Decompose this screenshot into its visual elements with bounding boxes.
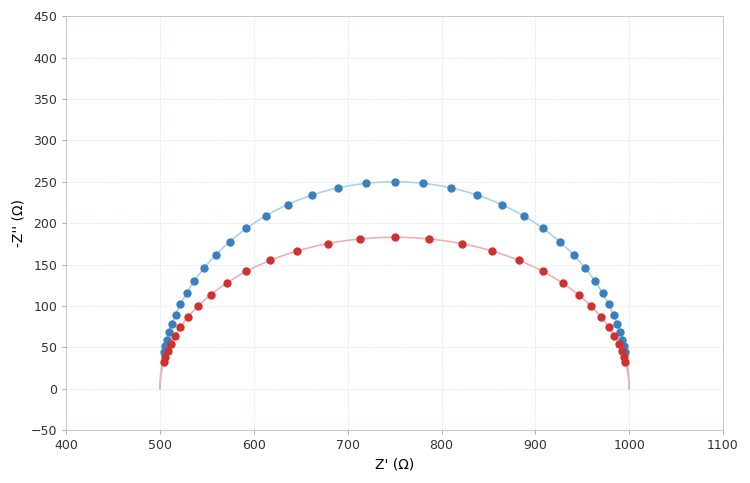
X-axis label: Z' (Ω): Z' (Ω) — [375, 458, 414, 472]
Y-axis label: -Z'' (Ω): -Z'' (Ω) — [11, 199, 25, 247]
